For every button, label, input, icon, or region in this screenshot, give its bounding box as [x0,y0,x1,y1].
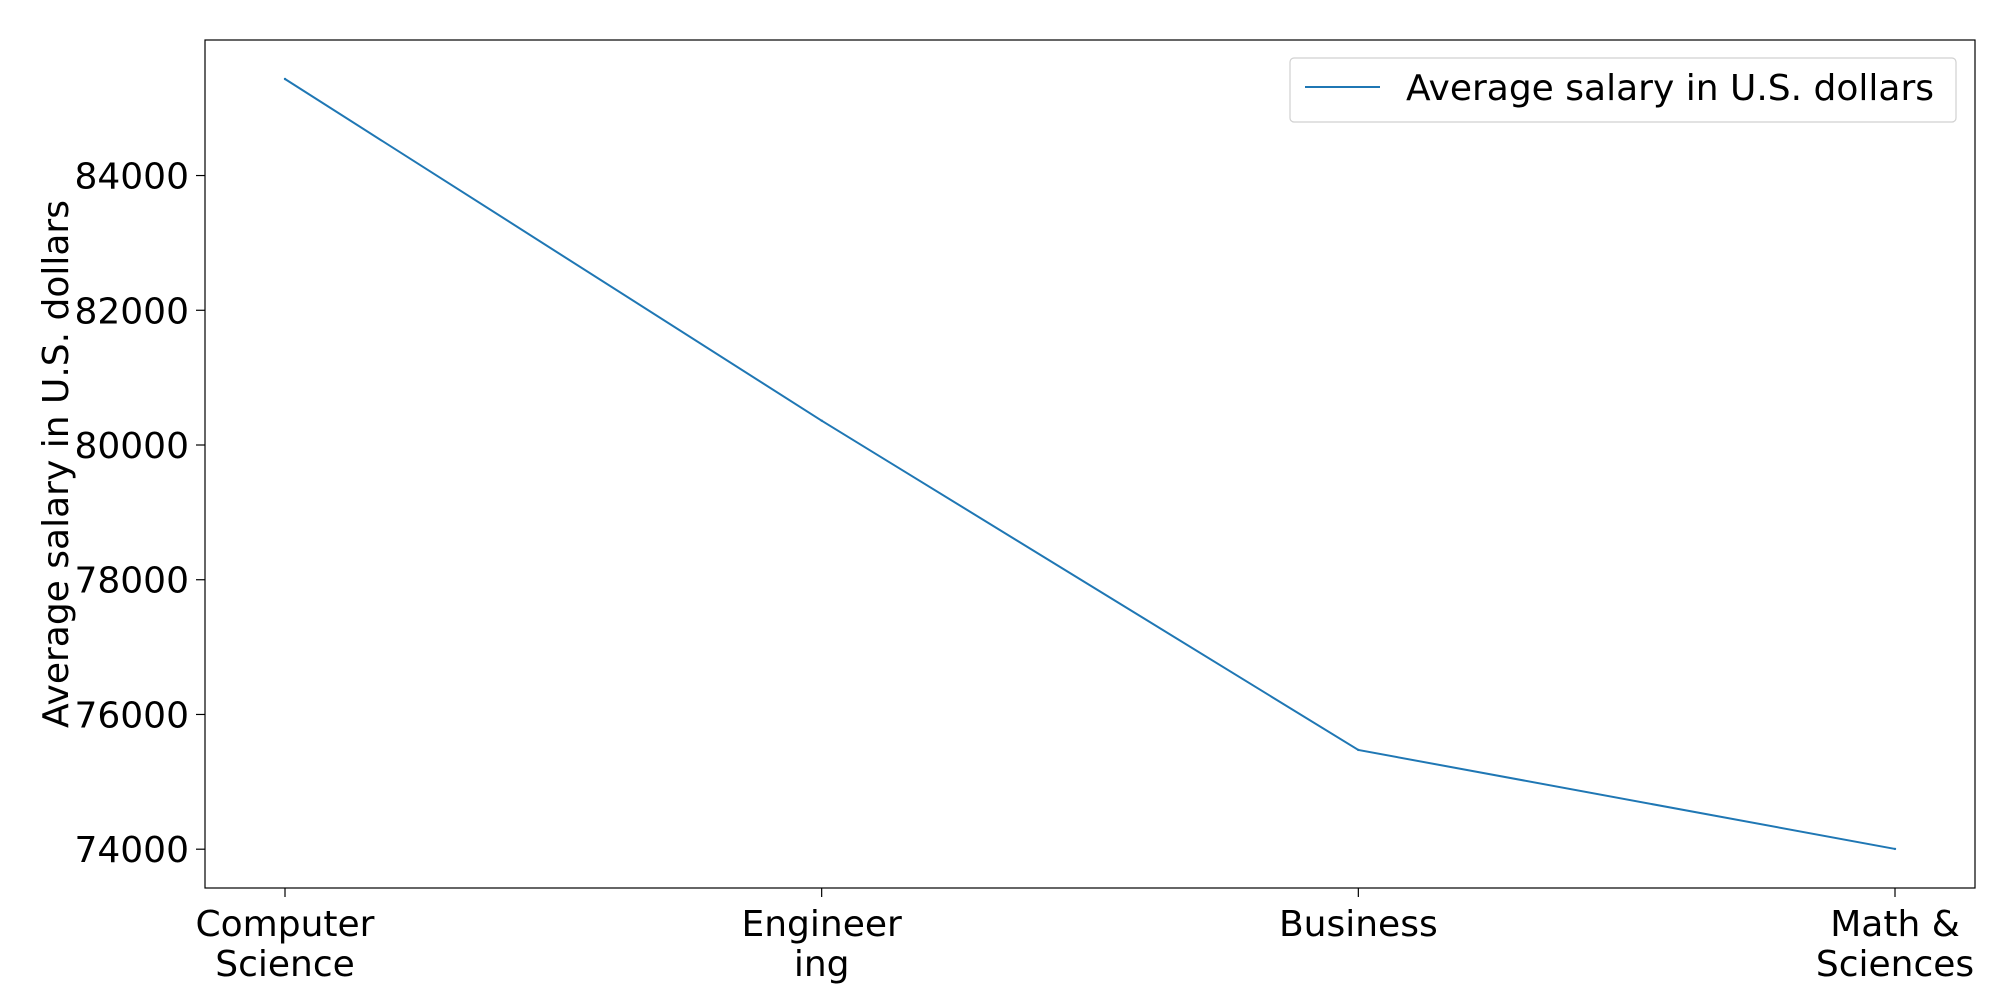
data-point [820,419,823,422]
data-point [1357,748,1360,752]
legend-label: Average salary in U.S. dollars [1406,68,1934,109]
series-line [284,78,1896,850]
x-tick-label-line: Sciences [1816,944,1974,985]
x-tick-label: Engineer ing [741,904,902,985]
legend: Average salary in U.S. dollars [1289,57,1957,123]
y-tick-label: 84000 [74,157,189,198]
series-layer [283,77,1897,851]
x-tick-label: Computer Science [196,904,375,985]
x-tick-label: Business [1279,904,1438,945]
x-tick-label-line: Engineer [741,904,902,945]
x-tick-label-line: ing [794,944,850,985]
y-tick-label: 78000 [74,561,189,602]
y-tick-label: 82000 [74,291,189,332]
data-point [283,77,287,81]
data-point [1893,847,1897,851]
x-tick-label-line: Math & [1830,904,1960,945]
plot-frame [204,39,1976,889]
y-tick-label: 80000 [74,426,189,467]
x-tick-label: Math & Sciences [1816,904,1974,985]
y-axis: 74000 76000 78000 80000 82000 84000 [74,157,205,871]
legend-box [1289,57,1957,123]
y-tick-label: 74000 [74,830,189,871]
x-axis: Computer Science Engineer ing Business Math &… [196,888,1974,985]
x-tick-label-line: Business [1279,904,1438,945]
x-tick-label-line: Science [215,944,355,985]
plot-area [204,39,1976,889]
y-axis-title: Average salary in U.S. dollars [36,200,77,728]
y-tick-label: 76000 [74,695,189,736]
x-tick-label-line: Computer [196,904,375,945]
